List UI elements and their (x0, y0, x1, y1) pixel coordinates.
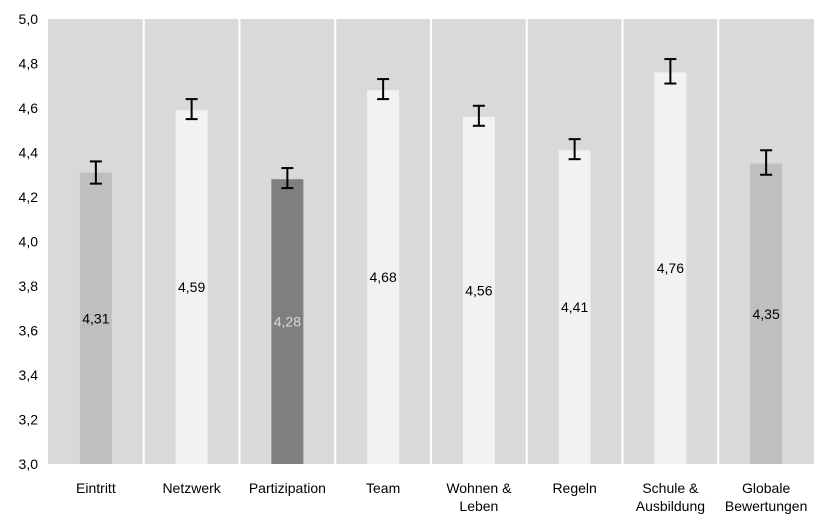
y-tick-label: 4,4 (19, 145, 39, 161)
x-tick-label: Bewertungen (725, 498, 808, 514)
data-label: 4,59 (178, 279, 205, 295)
x-tick-label: Eintritt (76, 480, 116, 496)
data-label: 4,41 (561, 299, 588, 315)
y-tick-label: 4,2 (19, 189, 39, 205)
y-tick-label: 3,6 (19, 323, 39, 339)
x-tick-label: Ausbildung (636, 498, 705, 514)
data-labels: 4,31 4,59 4,28 4,68 4,56 4,41 4,76 4,35 (82, 260, 780, 329)
x-tick-label: Leben (459, 498, 498, 514)
data-label: 4,28 (274, 314, 301, 330)
bar (367, 90, 400, 464)
data-label: 4,76 (657, 260, 684, 276)
y-tick-label: 3,2 (19, 412, 39, 428)
y-tick-label: 4,0 (19, 234, 39, 250)
y-tick-label: 3,8 (19, 278, 39, 294)
y-tick-label: 4,8 (19, 56, 39, 72)
y-tick-label: 3,0 (19, 456, 39, 472)
x-tick-label: Partizipation (249, 480, 326, 496)
bar (462, 116, 495, 465)
data-label: 4,68 (370, 269, 397, 285)
vertical-gridlines (142, 19, 720, 464)
x-axis-category-labels: Eintritt Netzwerk Partizipation Team Wohnen … (76, 480, 807, 514)
bar (750, 163, 783, 464)
bars (79, 72, 783, 465)
data-label: 4,56 (465, 282, 492, 298)
error-bars (89, 58, 773, 190)
bar (654, 72, 687, 465)
data-label: 4,31 (82, 310, 109, 326)
y-tick-label: 4,6 (19, 100, 39, 116)
y-tick-label: 5,0 (19, 11, 39, 27)
y-axis-ticks: 3,0 3,2 3,4 3,6 3,8 4,0 4,2 4,4 4,6 4,8 5,0 (19, 11, 39, 472)
bar (79, 172, 112, 464)
x-tick-label: Globale (742, 480, 790, 496)
bar (558, 150, 591, 464)
x-tick-label: Team (366, 480, 400, 496)
bar (175, 110, 208, 464)
x-tick-label: Netzwerk (162, 480, 221, 496)
x-tick-label: Regeln (552, 480, 596, 496)
y-tick-label: 3,4 (19, 367, 39, 383)
data-label: 4,35 (753, 306, 780, 322)
bar (271, 179, 304, 464)
x-tick-label: Wohnen & (446, 480, 512, 496)
x-tick-label: Schule & (642, 480, 699, 496)
